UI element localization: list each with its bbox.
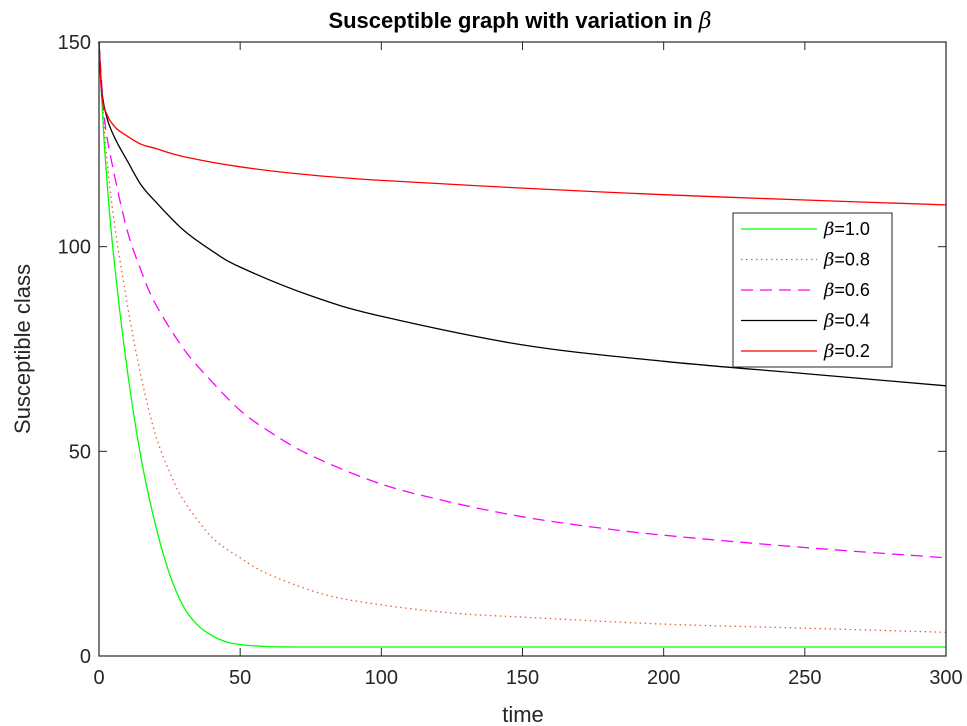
legend: β=1.0 β=0.8 β=0.6 β=0.4 β=0.2: [732, 212, 893, 368]
legend-label-3: β=0.4: [823, 311, 870, 332]
x-tick-label-3: 150: [506, 667, 539, 689]
x-tick-label-1: 50: [229, 667, 251, 689]
y-tick-label-0: 0: [80, 646, 91, 668]
legend-label-1: β=0.8: [823, 250, 870, 271]
legend-label-0: β=1.0: [823, 219, 870, 240]
y-tick-label-2: 100: [58, 237, 91, 259]
series-line-1: [98, 41, 947, 633]
series-line-4: [98, 41, 947, 206]
legend-label-2: β=0.6: [823, 280, 870, 301]
y-tick-label-3: 150: [58, 32, 91, 54]
x-tick-label-5: 250: [788, 667, 821, 689]
x-tick-label-0: 0: [93, 667, 104, 689]
tick-layer: 0 50 100 150 200 250 300 0 50 100 150: [58, 32, 963, 689]
x-tick-label-4: 200: [647, 667, 680, 689]
legend-label-4: β=0.2: [823, 341, 870, 362]
series-line-3: [98, 41, 947, 387]
series-line-2: [98, 41, 947, 559]
y-tick-label-1: 50: [69, 441, 91, 463]
x-tick-label-2: 100: [365, 667, 398, 689]
series-layer: [98, 41, 947, 648]
y-axis-label: Susceptible class: [10, 264, 35, 434]
x-axis-label: time: [502, 702, 544, 726]
series-line-0: [98, 41, 946, 648]
chart-title: Susceptible graph with variation in β: [328, 8, 711, 34]
legend-box: [732, 212, 893, 368]
x-tick-label-6: 300: [929, 667, 962, 689]
